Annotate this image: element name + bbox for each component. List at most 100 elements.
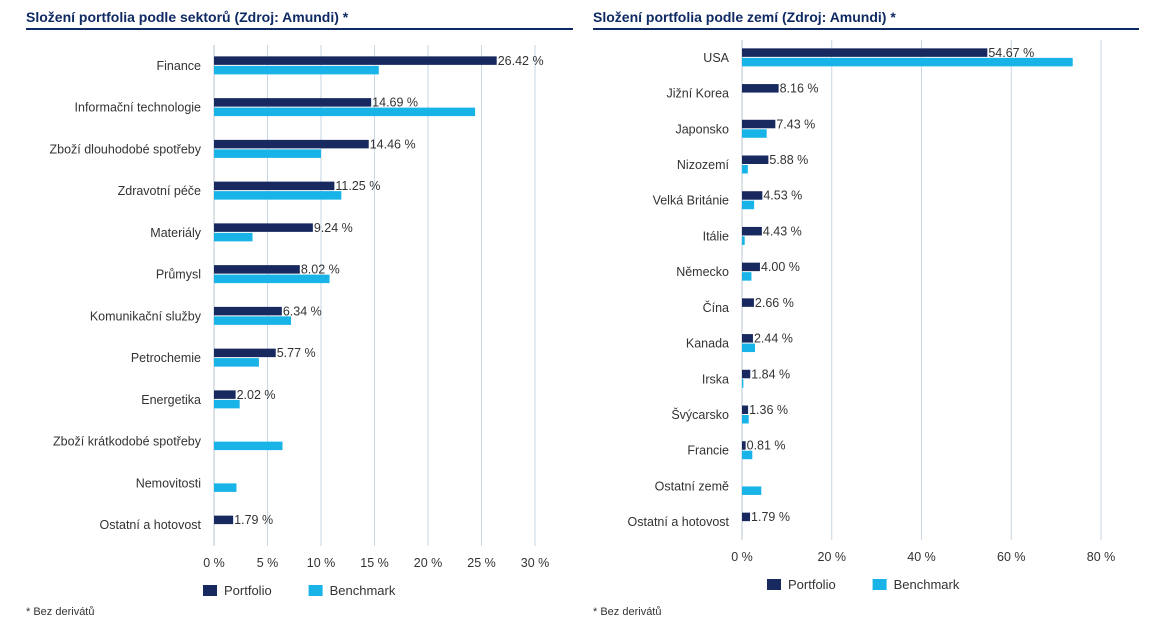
benchmark-bar <box>214 358 259 367</box>
data-label: 5.88 % <box>769 153 808 167</box>
portfolio-bar <box>742 226 762 236</box>
legend-swatch <box>872 579 887 590</box>
category-label: Japonsko <box>675 122 729 136</box>
data-label: 26.42 % <box>498 54 544 68</box>
x-tick-label: 25 % <box>467 556 496 570</box>
portfolio-bar <box>214 223 313 232</box>
category-label: Energetika <box>141 393 201 407</box>
benchmark-bar <box>742 57 1073 67</box>
portfolio-bar <box>742 84 779 93</box>
benchmark-bar <box>214 316 292 325</box>
portfolio-bar <box>214 348 276 358</box>
title-divider <box>26 28 573 30</box>
category-label: Itálie <box>703 229 729 243</box>
data-label: 54.67 % <box>988 46 1034 60</box>
portfolio-bar <box>214 515 234 525</box>
category-label: Švýcarsko <box>671 407 729 422</box>
benchmark-bar <box>742 450 753 460</box>
benchmark-bar <box>214 441 283 451</box>
data-label: 2.66 % <box>755 296 794 310</box>
data-label: 0.81 % <box>747 439 786 453</box>
portfolio-bar <box>742 334 753 343</box>
portfolio-bar <box>742 441 746 450</box>
portfolio-bar <box>742 155 769 164</box>
x-tick-label: 0 % <box>203 556 225 570</box>
category-label: Nemovitosti <box>136 476 201 490</box>
category-label: Průmysl <box>156 268 201 282</box>
data-label: 8.02 % <box>301 263 340 277</box>
data-label: 11.25 % <box>335 179 380 193</box>
legend-label: Benchmark <box>894 577 960 592</box>
portfolio-bar <box>742 298 754 307</box>
portfolio-bar <box>214 98 372 107</box>
benchmark-bar <box>742 272 752 281</box>
benchmark-bar <box>742 129 767 138</box>
portfolio-bar <box>742 48 988 57</box>
category-label: Ostatní a hotovost <box>628 515 730 529</box>
x-tick-label: 0 % <box>731 550 753 564</box>
benchmark-bar <box>214 274 330 284</box>
benchmark-bar <box>214 191 342 200</box>
category-label: Zboží krátkodobé spotřeby <box>53 435 202 449</box>
benchmark-bar <box>742 343 756 353</box>
category-label: Čína <box>703 300 729 315</box>
country-chart-panel: Složení portfolia podle zemí (Zdroj: Amu… <box>590 0 1159 618</box>
data-label: 9.24 % <box>314 221 353 235</box>
benchmark-bar <box>742 486 762 495</box>
category-label: Jižní Korea <box>666 87 729 101</box>
category-label: Finance <box>157 59 202 73</box>
benchmark-bar <box>742 200 755 210</box>
category-label: Velká Británie <box>653 194 729 208</box>
data-label: 1.84 % <box>751 367 790 381</box>
portfolio-bar <box>214 265 300 274</box>
portfolio-bar <box>742 405 749 414</box>
x-tick-label: 10 % <box>307 556 336 570</box>
category-label: Francie <box>687 444 729 458</box>
data-label: 1.36 % <box>749 403 788 417</box>
portfolio-bar <box>742 512 751 522</box>
portfolio-bar <box>214 139 369 149</box>
portfolio-bar <box>742 191 763 200</box>
portfolio-bar <box>214 56 497 65</box>
benchmark-bar <box>214 149 321 158</box>
data-label: 7.43 % <box>776 117 815 131</box>
benchmark-bar <box>214 65 379 75</box>
legend-label: Portfolio <box>788 577 836 592</box>
benchmark-bar <box>742 236 745 245</box>
x-tick-label: 5 % <box>257 556 279 570</box>
category-label: Materiály <box>150 226 201 240</box>
category-label: Irska <box>702 372 729 386</box>
sector-bar-chart: 0 % 5 % 10 % 15 % 20 % 25 % 30 % Finance 26.42 %… <box>50 45 550 598</box>
x-tick-label: 80 % <box>1087 550 1116 564</box>
data-label: 8.16 % <box>780 82 819 96</box>
category-label: Informační technologie <box>75 101 202 115</box>
category-label: Zdravotní péče <box>118 184 201 198</box>
category-label: Ostatní a hotovost <box>100 518 202 532</box>
data-label: 4.00 % <box>761 260 800 274</box>
x-tick-label: 30 % <box>521 556 550 570</box>
country-chart-title: Složení portfolia podle zemí (Zdroj: Amu… <box>593 9 896 25</box>
x-tick-label: 60 % <box>997 550 1026 564</box>
sector-chart-panel: Složení portfolia podle sektorů (Zdroj: … <box>0 0 575 618</box>
data-label: 5.77 % <box>277 346 316 360</box>
data-label: 2.44 % <box>754 332 793 346</box>
benchmark-bar <box>214 232 253 242</box>
data-label: 6.34 % <box>283 304 322 318</box>
portfolio-bar <box>742 262 760 272</box>
footnote: * Bez derivátů <box>593 606 662 618</box>
category-label: Petrochemie <box>131 351 201 365</box>
category-label: Ostatní země <box>655 479 729 493</box>
legend-swatch <box>203 585 217 596</box>
x-tick-label: 20 % <box>414 556 443 570</box>
category-label: Nizozemí <box>677 158 730 172</box>
benchmark-bar <box>742 415 749 424</box>
category-label: Kanada <box>686 337 729 351</box>
data-label: 2.02 % <box>237 388 276 402</box>
x-tick-label: 20 % <box>818 550 847 564</box>
category-label: Komunikační služby <box>90 309 202 323</box>
legend-label: Benchmark <box>330 583 396 598</box>
x-tick-label: 15 % <box>360 556 389 570</box>
portfolio-bar <box>214 306 282 316</box>
sector-chart-title: Složení portfolia podle sektorů (Zdroj: … <box>26 9 349 25</box>
portfolio-bar <box>214 181 335 191</box>
